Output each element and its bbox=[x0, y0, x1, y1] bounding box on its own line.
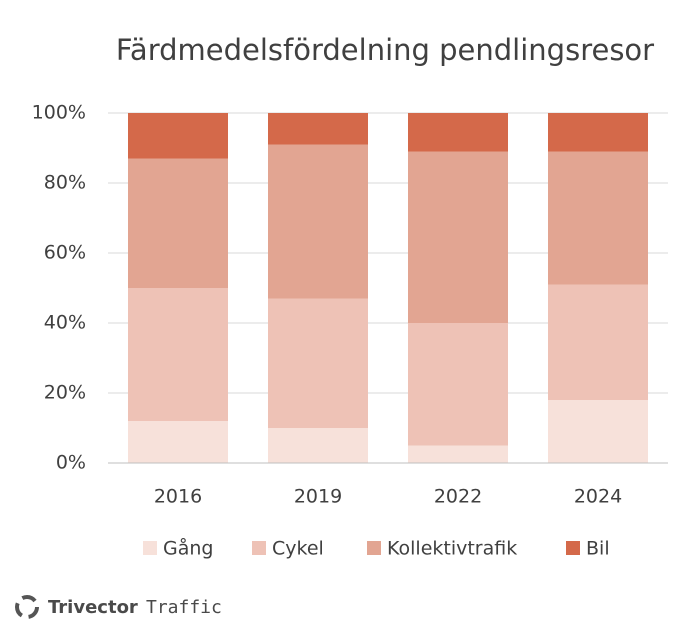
y-tick-label: 80% bbox=[44, 172, 86, 194]
legend-swatch bbox=[367, 541, 381, 555]
legend-swatch bbox=[566, 541, 580, 555]
bar-segment bbox=[128, 113, 228, 159]
bar-segment bbox=[408, 151, 508, 323]
x-tick-label: 2022 bbox=[434, 486, 482, 508]
bar-segment bbox=[128, 421, 228, 463]
x-tick-label: 2024 bbox=[574, 486, 622, 508]
bar-segment bbox=[268, 113, 368, 145]
chart-title: Färdmedelsfördelning pendlingsresor bbox=[116, 33, 654, 67]
bar-segment bbox=[548, 284, 648, 400]
y-tick-label: 100% bbox=[32, 102, 86, 124]
y-tick-label: 20% bbox=[44, 382, 86, 404]
legend-label: Bil bbox=[586, 538, 610, 560]
legend-label: Gång bbox=[163, 537, 213, 560]
x-tick-label: 2019 bbox=[294, 486, 342, 508]
bar-segment bbox=[408, 323, 508, 446]
y-tick-label: 40% bbox=[44, 312, 86, 334]
x-tick-label: 2016 bbox=[154, 486, 202, 508]
logo: Trivector Traffic bbox=[15, 595, 222, 619]
legend-label: Kollektivtrafik bbox=[387, 538, 517, 560]
bar-segment bbox=[548, 400, 648, 463]
legend-swatch bbox=[143, 541, 157, 555]
bar-segment bbox=[408, 445, 508, 463]
bar-segment bbox=[268, 298, 368, 428]
bar-segment bbox=[268, 144, 368, 299]
y-tick-label: 60% bbox=[44, 242, 86, 264]
bar-segment bbox=[128, 288, 228, 421]
y-tick-label: 0% bbox=[56, 452, 86, 474]
logo-division: Traffic bbox=[146, 597, 222, 618]
legend-label: Cykel bbox=[272, 538, 324, 560]
bar-segment bbox=[548, 151, 648, 285]
bar-segment bbox=[128, 158, 228, 288]
bar-segment bbox=[408, 113, 508, 152]
logo-icon bbox=[15, 595, 39, 619]
legend-swatch bbox=[252, 541, 266, 555]
bar-segment bbox=[268, 428, 368, 463]
bar-segment bbox=[548, 113, 648, 152]
logo-name: Trivector bbox=[48, 597, 138, 618]
